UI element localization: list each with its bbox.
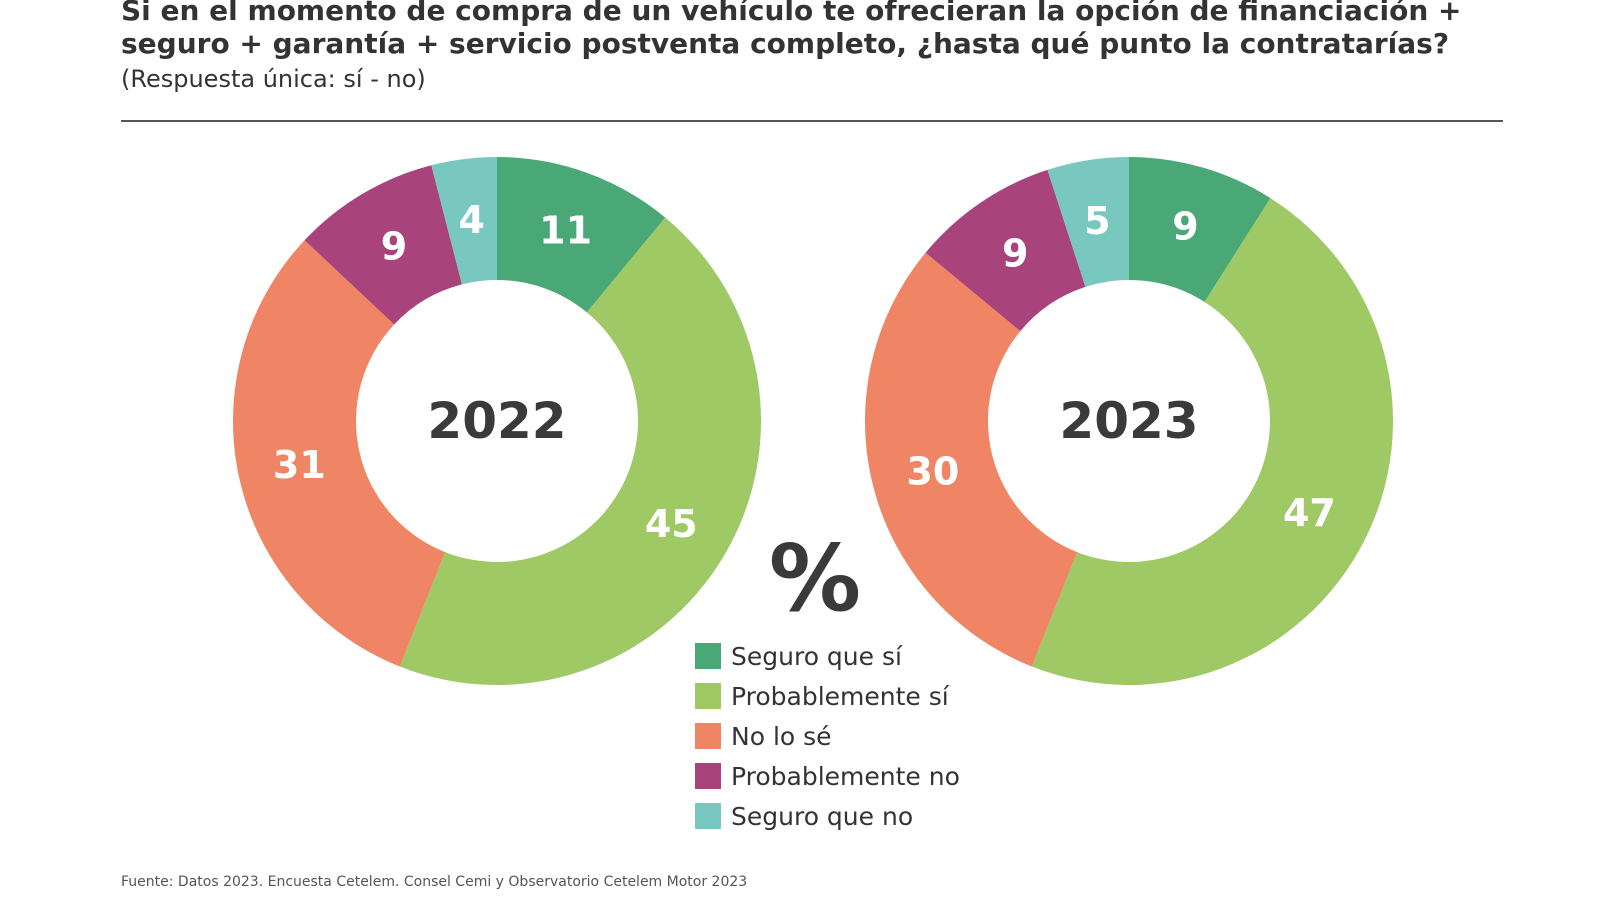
slice-value-label: 30 [906,449,959,493]
chart-title: Si en el momento de compra de un vehícul… [121,0,1462,60]
legend-label: Probablemente no [731,761,960,791]
slice-value-label: 45 [645,502,698,546]
legend-label: Probablemente sí [731,681,949,711]
legend-swatch [695,643,721,669]
donut-chart-2023: 9 47 30 9 5 2023 [864,157,1394,686]
donut-center-year-label: 2023 [1059,392,1198,450]
slice-value-label: 9 [1172,205,1198,249]
legend-swatch [695,803,721,829]
slice-value-label: 4 [458,198,484,242]
legend-label: Seguro que no [731,801,914,831]
legend-item: Seguro que no [695,796,960,836]
slice-value-label: 9 [1002,232,1028,276]
legend-item: Probablemente sí [695,676,960,716]
donut-slice [399,217,762,686]
slice-value-label: 5 [1084,199,1110,243]
donut-slice [497,157,666,313]
donut-slice [864,252,1078,667]
slice-value-label: 11 [539,208,592,252]
legend-label: No lo sé [731,721,832,751]
donut-slice [1129,157,1271,302]
slice-value-label: 47 [1283,491,1336,535]
legend-item: Seguro que sí [695,636,960,676]
donut-slice [304,165,462,325]
donut-slice [431,157,497,285]
percent-unit-label: % [769,525,861,632]
legend-swatch [695,683,721,709]
legend-swatch [695,723,721,749]
donut-slice [232,240,446,667]
donut-slice [1031,198,1394,686]
title-divider [121,120,1503,122]
legend-item: No lo sé [695,716,960,756]
chart-legend: Seguro que sí Probablemente sí No lo sé … [695,636,960,836]
donut-center-year-label: 2022 [427,392,566,450]
source-note: Fuente: Datos 2023. Encuesta Cetelem. Co… [121,874,748,890]
chart-subtitle: (Respuesta única: sí - no) [121,65,426,93]
donut-chart-2022: 11 45 31 9 4 2022 [232,157,762,686]
donut-slice [1047,157,1129,287]
slice-value-label: 31 [273,443,326,487]
donut-slice [925,169,1086,332]
slice-value-label: 9 [381,225,407,269]
legend-item: Probablemente no [695,756,960,796]
legend-label: Seguro que sí [731,641,902,671]
legend-swatch [695,763,721,789]
